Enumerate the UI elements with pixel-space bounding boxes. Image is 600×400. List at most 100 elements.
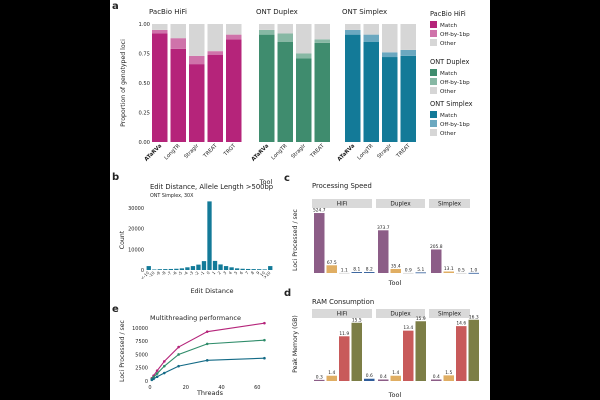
b-xtick-label: 10 bbox=[259, 270, 266, 277]
d-title: RAM Consumption bbox=[312, 298, 374, 306]
e-point bbox=[177, 345, 180, 349]
b-ylabel: Count bbox=[119, 230, 126, 249]
e-ylabel: Loci Processed / sec bbox=[119, 319, 126, 381]
facet-bar-label: 373.7 bbox=[377, 225, 390, 231]
e-point bbox=[155, 369, 159, 372]
b-bar bbox=[146, 266, 151, 270]
facet-bar-label: 15.5 bbox=[352, 317, 362, 323]
e-xtick-label: 40 bbox=[218, 385, 224, 391]
a-bar-off-by-1bp bbox=[277, 33, 293, 42]
e-xlabel: Threads bbox=[196, 389, 224, 397]
a-bar-off-by-1bp bbox=[400, 49, 416, 56]
b-bar bbox=[223, 266, 229, 270]
b-bar bbox=[185, 267, 190, 270]
facet-strip-label: Duplex bbox=[390, 312, 411, 318]
facet-strip bbox=[376, 199, 425, 208]
facet-bar bbox=[378, 230, 389, 273]
b-xtick-label: -9 bbox=[155, 270, 162, 277]
facet-bar-label: 0.5 bbox=[458, 267, 465, 273]
b-bar bbox=[245, 268, 251, 270]
b-xtick-label: -10 bbox=[147, 270, 155, 278]
facet-bar bbox=[339, 336, 350, 381]
b-xtick-label: <-10 bbox=[140, 270, 151, 281]
b-xtick-label: 6 bbox=[239, 270, 245, 276]
b-xtick-label: 8 bbox=[250, 270, 256, 276]
facet-bar-label: 13.4 bbox=[403, 325, 413, 331]
e-ytick-label: 2500 bbox=[135, 366, 148, 372]
facet-bar bbox=[443, 375, 454, 381]
facet-strip-label: HiFi bbox=[337, 202, 348, 208]
b-xtick-label: -7 bbox=[166, 270, 173, 277]
facet-strip bbox=[312, 199, 372, 208]
b-bar bbox=[179, 268, 185, 270]
facet-bar-label: 205.8 bbox=[430, 244, 443, 250]
a-bar-off-by-1bp bbox=[345, 29, 361, 35]
facet-bar-label: 1.1 bbox=[341, 267, 348, 273]
a-bar-off-by-1bp bbox=[296, 53, 312, 59]
facet-bar-label: 1.4 bbox=[328, 370, 335, 376]
b-xtick-label: 2 bbox=[217, 270, 223, 276]
e-ytick-label: 10000 bbox=[132, 326, 148, 332]
a-legend-entry: Other bbox=[440, 131, 457, 137]
facet-bar bbox=[326, 375, 337, 381]
facet-bar-label: 14.6 bbox=[456, 321, 466, 327]
a-bar-match bbox=[277, 41, 293, 143]
b-bar bbox=[168, 268, 174, 270]
facet-bar bbox=[443, 271, 454, 273]
a-bar-match bbox=[345, 34, 361, 143]
a-legend-swatch bbox=[430, 69, 437, 76]
a-legend-swatch bbox=[430, 30, 437, 37]
a-legend-swatch bbox=[430, 120, 437, 127]
e-point bbox=[155, 372, 159, 375]
b-bar bbox=[218, 264, 223, 270]
b-xlabel: Edit Distance bbox=[190, 287, 233, 295]
a-ytick-label: 0.50 bbox=[138, 81, 150, 87]
e-point bbox=[163, 371, 166, 375]
b-bar bbox=[240, 268, 245, 270]
facet-bar bbox=[364, 378, 375, 381]
facet-bar-label: 0.9 bbox=[405, 267, 412, 273]
a-legend-title: PacBio HiFi bbox=[430, 10, 466, 18]
facet-strip bbox=[429, 309, 470, 318]
b-xtick-label: -4 bbox=[182, 270, 189, 277]
facet-bar-label: 13.1 bbox=[444, 266, 454, 272]
a-group-title: ONT Simplex bbox=[342, 8, 387, 16]
a-legend-entry: Match bbox=[440, 71, 458, 77]
a-bar-other bbox=[259, 24, 275, 30]
facet-bar bbox=[326, 265, 337, 273]
a-legend-title: ONT Duplex bbox=[430, 58, 469, 66]
a-legend-swatch bbox=[430, 78, 437, 85]
a-bar-other bbox=[314, 24, 330, 40]
e-xtick-label: 0 bbox=[148, 385, 151, 391]
e-ytick-label: 0 bbox=[145, 379, 148, 385]
b-xtick-label: -6 bbox=[171, 270, 178, 277]
facet-strip-label: Duplex bbox=[390, 202, 411, 208]
e-ytick-label: 7500 bbox=[135, 339, 148, 345]
a-bar-off-by-1bp bbox=[207, 51, 223, 55]
a-bar-match bbox=[314, 42, 330, 142]
e-point bbox=[263, 321, 266, 325]
facet-bar-label: 67.5 bbox=[327, 260, 337, 266]
e-point bbox=[152, 377, 155, 381]
a-bar-match bbox=[189, 64, 205, 142]
a-ytick-label: 0.25 bbox=[138, 111, 150, 117]
b-xtick-label: -3 bbox=[188, 270, 195, 277]
facet-bar bbox=[314, 213, 325, 273]
facet-bar bbox=[468, 272, 479, 274]
right-black-margin bbox=[490, 0, 600, 400]
facet-bar-label: 1.5 bbox=[445, 370, 452, 376]
b-bar bbox=[229, 267, 234, 270]
b-bar bbox=[207, 201, 212, 270]
a-legend-entry: Other bbox=[440, 89, 457, 95]
a-group-title: PacBio HiFi bbox=[149, 8, 187, 16]
facet-bar-label: 1.0 bbox=[470, 267, 477, 273]
panel-letter-b: b bbox=[112, 172, 119, 183]
facet-bar-label: 35.4 bbox=[391, 263, 401, 269]
b-bar bbox=[262, 269, 267, 270]
c-title: Processing Speed bbox=[312, 182, 372, 190]
b-bar bbox=[196, 264, 201, 270]
a-bar-match bbox=[207, 54, 223, 142]
facet-bar bbox=[403, 272, 414, 274]
a-bar-match bbox=[152, 33, 168, 142]
facet-bar bbox=[468, 319, 479, 381]
